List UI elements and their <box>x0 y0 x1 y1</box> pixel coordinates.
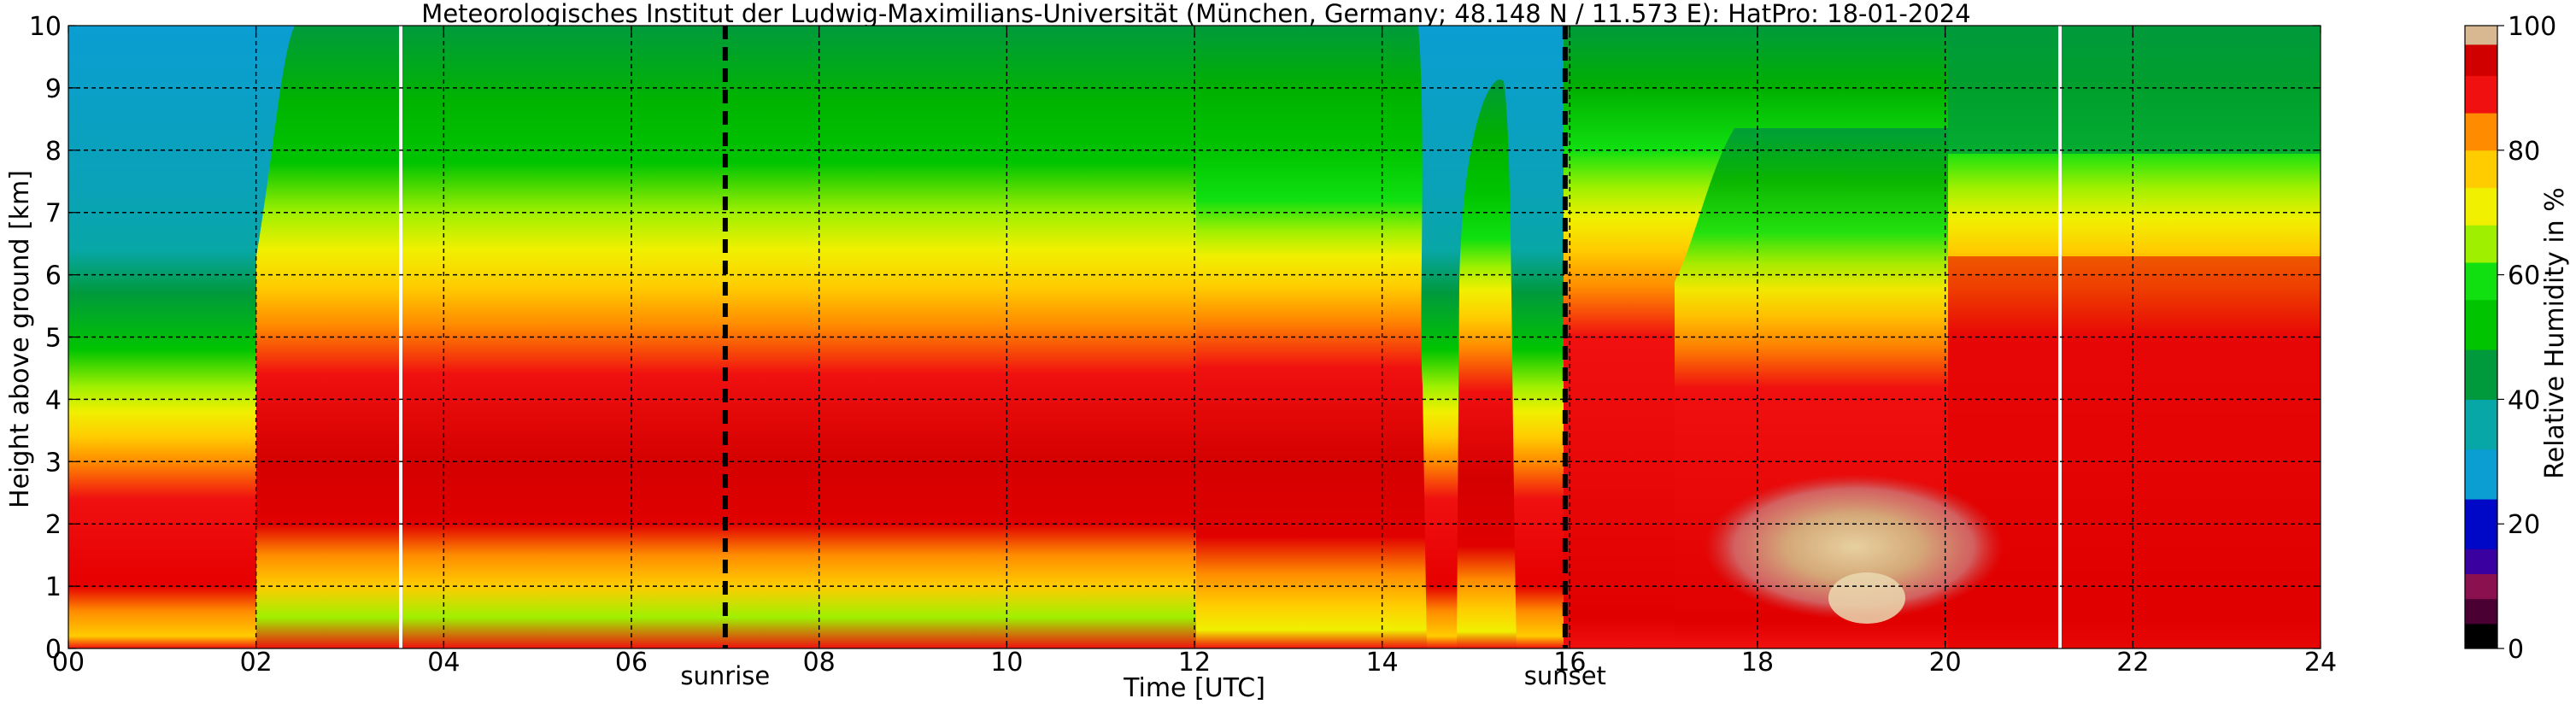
colorbar-tick-label: 40 <box>2508 385 2540 415</box>
heatmap-layer-moist-period-2 <box>1196 26 1427 648</box>
colorbar-segment <box>2465 225 2497 263</box>
colorbar-segment <box>2465 623 2497 649</box>
colorbar-tick-label: 100 <box>2508 12 2556 42</box>
colorbar-segment <box>2465 44 2497 76</box>
x-tick-label: 18 <box>1741 648 1774 678</box>
y-axis-label: Height above ground [km] <box>5 170 35 508</box>
y-tick-label: 2 <box>45 510 62 540</box>
colorbar-segment <box>2465 299 2497 350</box>
x-tick-label: 14 <box>1366 648 1399 678</box>
sun-lines: sunrise sunset <box>680 26 1606 690</box>
heatmap-layer-saturated-layer <box>1705 474 2004 619</box>
heatmap-layer-saturated-core <box>1828 572 1905 624</box>
y-axis-ticks: 0 1 2 3 4 5 6 7 8 9 10 <box>29 12 2321 665</box>
colorbar-segment <box>2465 187 2497 226</box>
y-tick-label: 10 <box>29 12 62 42</box>
colorbar-segment <box>2465 262 2497 301</box>
colorbar-segment <box>2465 113 2497 151</box>
colorbar-label: Relative Humidity in % <box>2540 187 2570 478</box>
colorbar-tick-label: 0 <box>2508 635 2524 665</box>
colorbar-tick-label: 20 <box>2508 510 2540 540</box>
colorbar-segment <box>2465 573 2497 600</box>
x-tick-label: 04 <box>427 648 460 678</box>
x-axis-label: Time [UTC] <box>1123 673 1265 703</box>
colorbar-segment <box>2465 449 2497 500</box>
x-tick-label: 06 <box>615 648 648 678</box>
x-tick-label: 24 <box>2304 648 2337 678</box>
y-tick-label: 9 <box>45 74 62 104</box>
x-tick-label: 00 <box>52 648 85 678</box>
y-tick-label: 0 <box>45 635 62 665</box>
colorbar-tick-label: 60 <box>2508 261 2540 291</box>
x-tick-label: 02 <box>240 648 273 678</box>
sun-line-label: sunrise <box>680 661 770 690</box>
chart-title: Meteorologisches Institut der Ludwig-Max… <box>421 0 1970 28</box>
y-tick-label: 5 <box>45 324 62 354</box>
x-axis-ticks: 00 02 04 06 08 10 12 14 16 18 20 22 24 <box>52 26 2337 678</box>
y-tick-label: 1 <box>45 572 62 602</box>
colorbar-segment <box>2465 26 2497 45</box>
y-tick-label: 4 <box>45 385 62 415</box>
y-tick-label: 7 <box>45 199 62 229</box>
colorbar-frame <box>2464 25 2498 649</box>
heatmap-layer-late-evening-top <box>1948 26 2321 154</box>
colorbar-segment <box>2465 399 2497 450</box>
grid-lines <box>68 26 2321 648</box>
x-tick-label: 10 <box>990 648 1023 678</box>
y-tick-label: 8 <box>45 137 62 167</box>
heatmap-layer-late-evening-red <box>1948 256 2321 648</box>
x-tick-label: 22 <box>2116 648 2149 678</box>
x-tick-label: 16 <box>1553 648 1586 678</box>
colorbar-segment <box>2465 349 2497 400</box>
y-tick-label: 3 <box>45 448 62 478</box>
heatmap-layer-moist-period-3 <box>1457 79 1517 648</box>
colorbar-segment <box>2465 150 2497 189</box>
colorbar-tick-label: 80 <box>2508 137 2540 167</box>
colorbar-segment <box>2465 598 2497 625</box>
colorbar-segment <box>2465 75 2497 114</box>
y-tick-label: 6 <box>45 261 62 291</box>
x-tick-label: 20 <box>1929 648 1962 678</box>
colorbar-segment <box>2465 549 2497 575</box>
x-tick-label: 08 <box>803 648 836 678</box>
colorbar: 0 20 40 60 80 100 <box>2464 12 2556 665</box>
x-tick-label: 12 <box>1178 648 1211 678</box>
sun-line-label: sunset <box>1524 661 1606 690</box>
colorbar-segment <box>2465 499 2497 549</box>
